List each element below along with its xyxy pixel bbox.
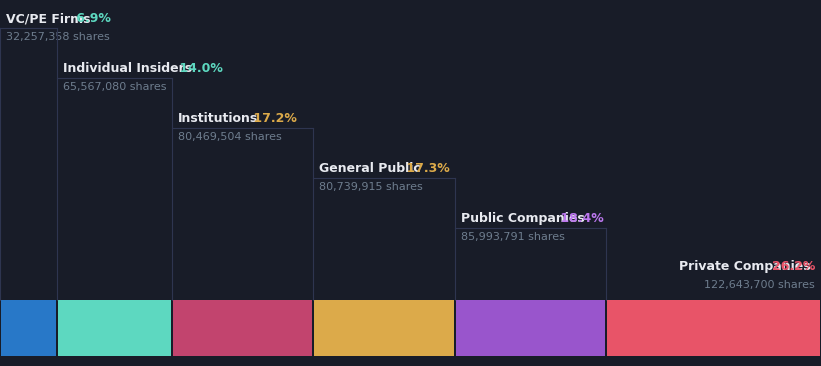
Text: 18.4%: 18.4% (556, 212, 603, 225)
Text: General Public: General Public (319, 162, 420, 175)
Bar (57, 300, 171, 356)
Text: Public Companies: Public Companies (461, 212, 585, 225)
Text: Individual Insiders: Individual Insiders (62, 62, 192, 75)
Text: Institutions: Institutions (177, 112, 258, 125)
Bar (172, 300, 312, 356)
Text: 32,257,358 shares: 32,257,358 shares (6, 32, 110, 42)
Text: 17.3%: 17.3% (402, 162, 450, 175)
Text: 17.2%: 17.2% (250, 112, 297, 125)
Text: 14.0%: 14.0% (175, 62, 222, 75)
Text: 122,643,700 shares: 122,643,700 shares (704, 280, 815, 290)
Text: Private Companies: Private Companies (679, 260, 815, 273)
Text: 80,739,915 shares: 80,739,915 shares (319, 182, 423, 192)
Bar (456, 300, 605, 356)
Bar (607, 300, 820, 356)
Text: VC/PE Firms: VC/PE Firms (6, 12, 90, 25)
Text: 6.9%: 6.9% (71, 12, 111, 25)
Text: 80,469,504 shares: 80,469,504 shares (177, 132, 282, 142)
Text: 65,567,080 shares: 65,567,080 shares (62, 82, 166, 92)
Text: 26.2%: 26.2% (772, 260, 815, 273)
Bar (1, 300, 56, 356)
Text: 85,993,791 shares: 85,993,791 shares (461, 232, 565, 242)
Bar (314, 300, 454, 356)
